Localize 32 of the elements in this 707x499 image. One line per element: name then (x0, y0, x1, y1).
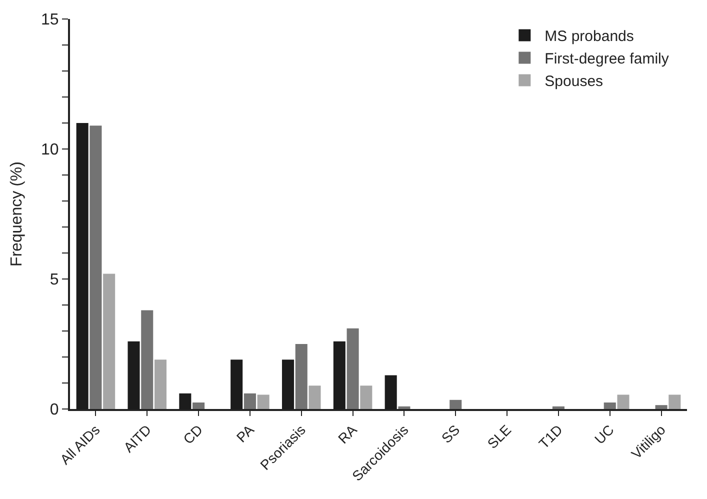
bar (244, 393, 256, 409)
x-tick-label: CD (180, 422, 206, 448)
legend-label: Spouses (544, 73, 604, 90)
bar (90, 126, 102, 409)
x-tick-label: PA (233, 421, 258, 446)
bar (398, 406, 410, 409)
legend-label: First-degree family (544, 50, 670, 68)
bar (450, 400, 462, 409)
bar (295, 344, 308, 409)
y-tick-label: 5 (50, 272, 59, 289)
bar (103, 274, 116, 409)
bar (308, 386, 321, 409)
bar (154, 360, 167, 409)
bar (360, 386, 372, 409)
bar (346, 328, 359, 409)
bar (257, 394, 270, 409)
bar (552, 406, 564, 409)
bar (617, 394, 630, 409)
y-tick-label: 0 (50, 402, 59, 419)
y-tick-label: 10 (41, 142, 59, 159)
x-tick-label: UC (591, 422, 617, 448)
bar (668, 394, 681, 409)
legend-label: MS probands (544, 28, 634, 46)
bar (141, 310, 154, 409)
bar (192, 402, 205, 409)
y-axis-title: Frequency (%) (8, 162, 26, 266)
x-tick-label: T1D (536, 422, 566, 452)
y-tick-label: 15 (41, 12, 59, 29)
x-tick-label: SLE (484, 422, 514, 452)
x-tick-label: SS (438, 422, 463, 446)
bar (655, 405, 668, 409)
bar (604, 402, 616, 409)
